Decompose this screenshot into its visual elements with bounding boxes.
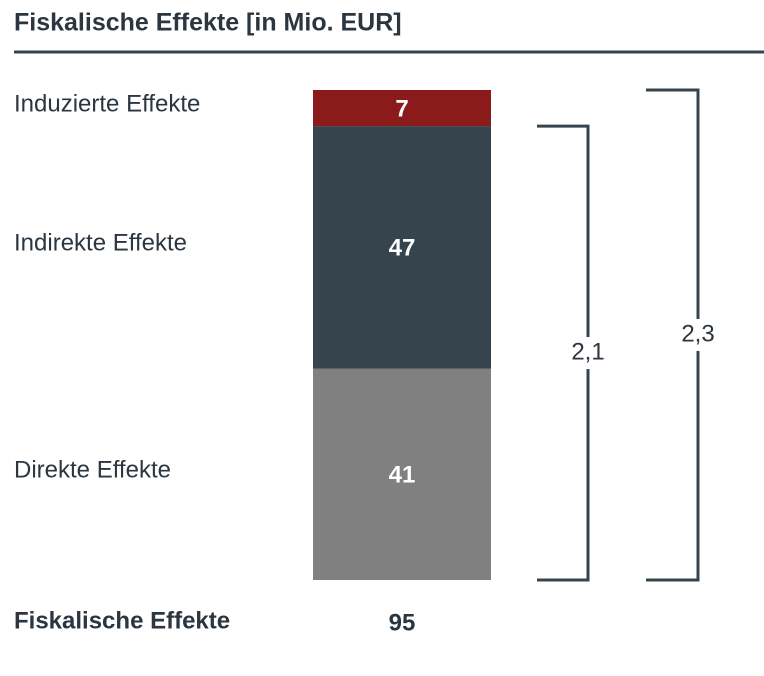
bracket-label-bg bbox=[674, 319, 722, 351]
value-label: 7 bbox=[395, 95, 408, 122]
series-label: Induzierte Effekte bbox=[14, 90, 200, 117]
bar-segment bbox=[313, 126, 491, 369]
chart-title: Fiskalische Effekte [in Mio. EUR] bbox=[14, 9, 402, 37]
total-value: 95 bbox=[389, 609, 416, 636]
value-label: 41 bbox=[389, 462, 416, 489]
bracket-label-bg bbox=[564, 337, 612, 370]
bar-segment bbox=[313, 368, 491, 580]
bar-segment bbox=[313, 90, 491, 127]
series-label: Indirekte Effekte bbox=[14, 230, 187, 257]
total-label: Fiskalische Effekte bbox=[14, 607, 230, 634]
series-label: Direkte Effekte bbox=[14, 457, 171, 484]
bracket-label: 2,1 bbox=[571, 338, 604, 365]
value-label: 47 bbox=[389, 235, 416, 262]
bracket-label: 2,3 bbox=[681, 320, 714, 347]
